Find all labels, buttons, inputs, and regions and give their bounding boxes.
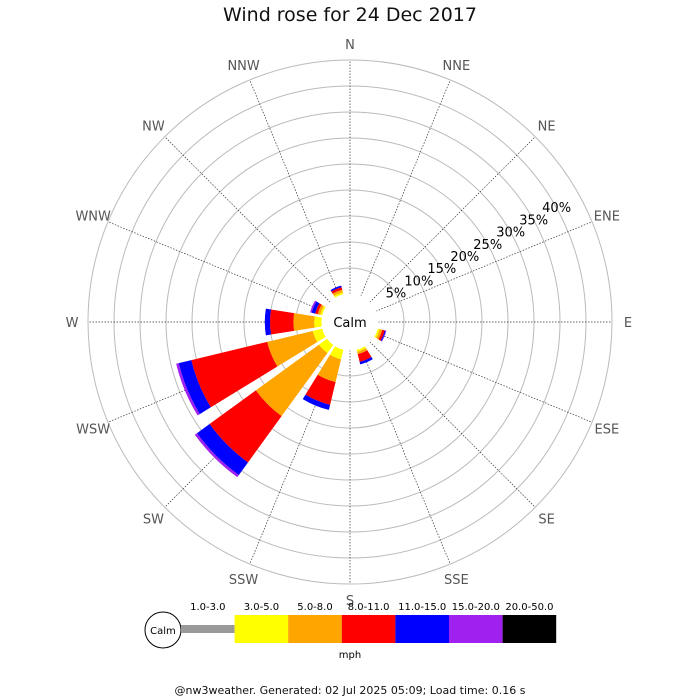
legend-swatch-3: [341, 615, 396, 643]
direction-labels: N NNE NE ENE E ESE SE SSE S SSW SW WSW W WNW NW NNW: [66, 38, 633, 609]
petal-wnw-bin-2: [317, 304, 324, 315]
petal-wsw-bin-1: [312, 328, 327, 343]
petal-wsw-bin-2: [267, 330, 318, 367]
ring-label: 35%: [519, 213, 548, 228]
petal-wnw-bin-3: [315, 303, 322, 315]
spoke-wnw: [107, 221, 325, 312]
direction-label-w: W: [66, 316, 79, 331]
petal-sse-bin-3: [357, 350, 372, 362]
spoke-ene: [375, 221, 593, 312]
petal-sse-bin-1: [356, 345, 366, 352]
legend-swatch-6: [502, 615, 557, 643]
petal-w-bin-3: [269, 309, 295, 335]
ring-label: 30%: [496, 226, 525, 241]
legend-swatch-0: [181, 625, 235, 633]
petal-wsw-bin-4: [178, 360, 211, 415]
direction-label-ssw: SSW: [229, 573, 259, 588]
calm-label: Calm: [333, 316, 366, 331]
petal-sse-bin-2: [357, 348, 368, 355]
petal-nnw-bin-3: [331, 287, 343, 294]
petal-ese-bin-2: [376, 329, 383, 340]
ring-label: 10%: [404, 274, 433, 289]
petal-ssw-bin-4: [302, 394, 331, 410]
calm-circle-shape: [321, 293, 379, 351]
petal-ssw-bin-3: [305, 374, 336, 405]
direction-label-sse: SSE: [444, 573, 469, 588]
grid-ring: [217, 189, 483, 455]
petal-w-bin-4: [264, 308, 271, 336]
calm-circle: Calm: [321, 293, 379, 351]
petal-ssw-bin-1: [329, 345, 344, 360]
petal-wnw-bin-5: [310, 300, 317, 313]
petal-sw-bin-4: [196, 424, 248, 476]
legend-swatch-1: [234, 615, 289, 643]
direction-label-se: SE: [538, 513, 554, 528]
petal-w-bin-1: [314, 316, 323, 328]
legend-bin-label-3: 8.0-11.0: [348, 602, 390, 613]
petal-ese-bin-4: [380, 330, 386, 342]
direction-label-n: N: [345, 38, 355, 53]
spoke-ne: [369, 136, 536, 303]
spoke-nnw: [249, 79, 340, 297]
spoke-ese: [375, 332, 593, 423]
petal-ese-bin-5: [381, 330, 387, 342]
petal-sw-bin-3: [209, 390, 282, 463]
petal-nnw-bin-2: [332, 289, 343, 296]
ring-label: 20%: [450, 250, 479, 265]
petal-wsw-bin-3: [191, 341, 278, 408]
petal-ese-bin-1: [373, 328, 380, 338]
direction-label-wnw: WNW: [75, 210, 111, 225]
direction-label-s: S: [346, 594, 354, 609]
direction-label-nne: NNE: [443, 59, 471, 74]
petal-ese-bin-3: [378, 329, 385, 341]
legend-bin-label-6: 20.0-50.0: [505, 602, 553, 613]
petal-nnw-bin-4: [330, 285, 342, 292]
direction-label-ese: ESE: [594, 422, 619, 437]
petal-wnw-bin-1: [320, 306, 327, 316]
petal-sw-bin-5: [194, 433, 239, 478]
spoke-sse: [360, 347, 451, 565]
spoke-nw: [164, 136, 331, 303]
legend-bin-label-2: 5.0-8.0: [297, 602, 332, 613]
legend-swatch-2: [288, 615, 342, 643]
grid-ring: [139, 111, 561, 533]
wind-petals: [176, 285, 387, 478]
legend-swatch-5: [449, 615, 503, 643]
ring-label: 40%: [542, 201, 571, 216]
petal-wnw-bin-4: [311, 301, 320, 314]
ring-label: 25%: [473, 238, 502, 253]
direction-label-ne: NE: [538, 119, 556, 134]
ring-labels: 5%10%15%20%25%30%35%40%: [386, 201, 571, 301]
petal-sse-bin-4: [359, 356, 373, 365]
direction-label-nnw: NNW: [227, 59, 259, 74]
spoke-se: [369, 341, 536, 508]
legend-bin-label-4: 11.0-15.0: [398, 602, 446, 613]
direction-label-e: E: [624, 316, 632, 331]
chart-title: Wind rose for 24 Dec 2017: [223, 4, 477, 26]
legend-calm-label: Calm: [150, 626, 176, 637]
legend-bin-label-0: 1.0-3.0: [190, 602, 225, 613]
footer-text: @nw3weather. Generated: 02 Jul 2025 05:0…: [174, 684, 526, 697]
ring-label: 5%: [386, 287, 407, 302]
legend-bin-label-5: 15.0-20.0: [452, 602, 500, 613]
legend-unit-label: mph: [339, 650, 361, 661]
legend: Calm 1.0-3.0 3.0-5.0 5.0-8.0 8.0-11.0 11.0-15…: [144, 602, 557, 661]
legend-swatch-4: [395, 615, 449, 643]
direction-label-wsw: WSW: [76, 422, 110, 437]
petal-w-bin-2: [293, 313, 315, 331]
petal-ssw-bin-2: [317, 354, 342, 383]
direction-label-nw: NW: [142, 119, 165, 134]
petal-wsw-bin-5: [176, 363, 200, 416]
direction-label-ene: ENE: [594, 210, 620, 225]
direction-label-sw: SW: [143, 513, 164, 528]
legend-bin-label-1: 3.0-5.0: [244, 602, 279, 613]
petal-sw-bin-2: [255, 344, 328, 417]
outer-ring: [87, 59, 613, 585]
spoke-nne: [360, 79, 451, 297]
ring-label: 15%: [427, 262, 456, 277]
petal-nnw-bin-1: [334, 292, 344, 299]
